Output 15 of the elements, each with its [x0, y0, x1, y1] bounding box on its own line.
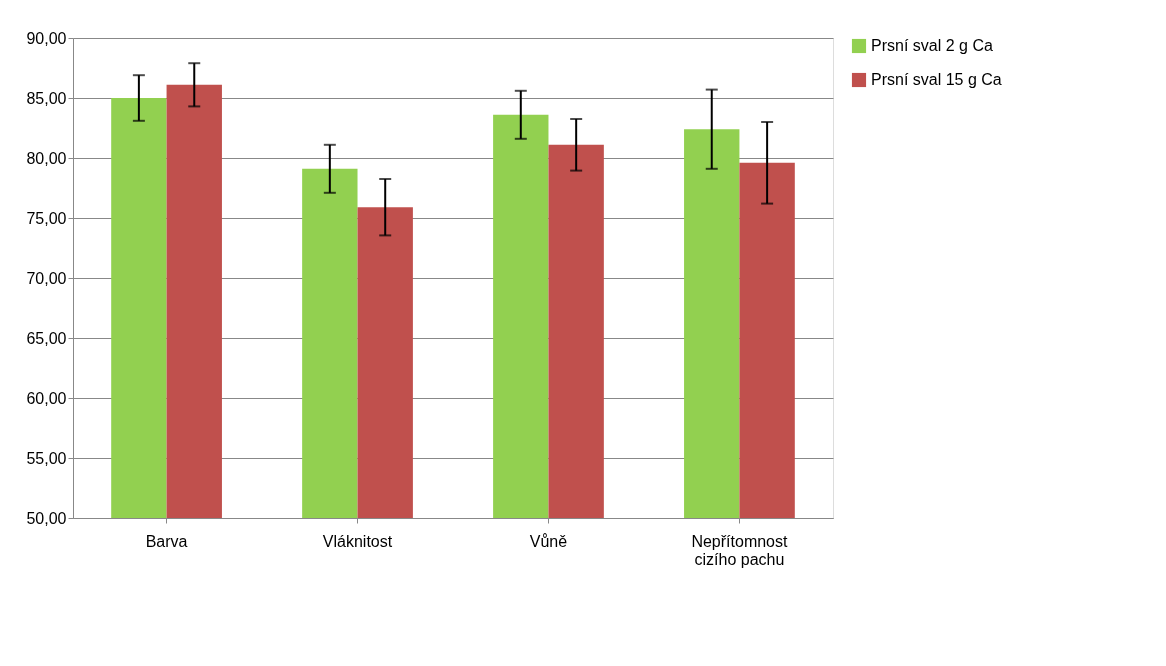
y-tick-label: 50,00 — [26, 509, 67, 527]
x-tick-label: Vláknitost — [322, 532, 393, 550]
x-tick-label: Barva — [145, 532, 188, 550]
y-tick-label: 55,00 — [26, 449, 67, 467]
legend-label: Prsní sval 15 g Ca — [871, 71, 1002, 88]
y-tick-label: 85,00 — [26, 89, 67, 107]
y-tick-label: 90,00 — [26, 29, 67, 47]
legend-label: Prsní sval 2 g Ca — [871, 37, 993, 54]
y-tick-label: 65,00 — [26, 329, 67, 347]
y-tick-label: 70,00 — [26, 269, 67, 287]
x-tick-label: Nepřítomnost cizího pachu — [691, 532, 788, 568]
x-tick-label: Vůně — [529, 532, 568, 550]
y-tick-label: 80,00 — [26, 149, 67, 167]
y-tick-label: 60,00 — [26, 389, 67, 407]
y-tick-label: 75,00 — [26, 209, 67, 227]
